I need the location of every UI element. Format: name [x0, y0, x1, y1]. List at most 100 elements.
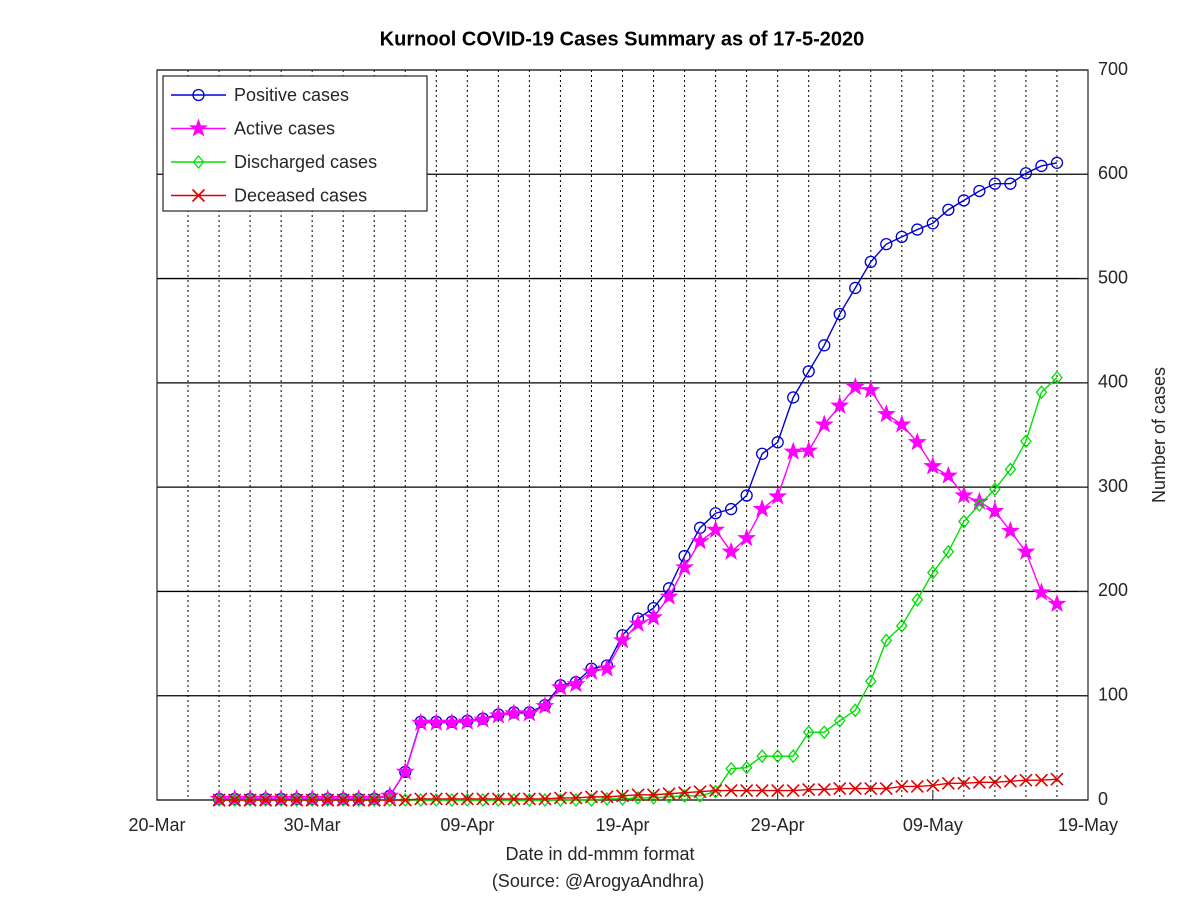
marker	[290, 793, 304, 807]
marker	[756, 447, 769, 460]
y-tick-label: 500	[1098, 267, 1128, 287]
x-tick-label: 09-Apr	[440, 815, 494, 835]
marker	[768, 486, 788, 505]
marker	[244, 792, 256, 808]
marker	[973, 184, 986, 198]
marker	[849, 281, 862, 295]
legend-label: Deceased cases	[234, 185, 367, 205]
marker	[612, 630, 633, 649]
marker	[817, 783, 831, 797]
marker	[973, 497, 986, 512]
marker	[321, 792, 334, 808]
marker	[550, 677, 570, 696]
marker	[911, 223, 924, 236]
marker	[473, 709, 493, 728]
marker	[352, 792, 365, 808]
marker	[615, 789, 630, 803]
legend-label: Positive cases	[234, 85, 349, 105]
legend-marker	[191, 188, 206, 203]
marker	[876, 404, 896, 423]
y-tick-label: 300	[1098, 476, 1128, 496]
marker	[818, 339, 831, 352]
legend-label: Active cases	[234, 118, 335, 138]
marker	[508, 792, 520, 808]
marker	[814, 414, 834, 433]
marker	[259, 793, 273, 807]
marker	[274, 793, 288, 807]
marker	[678, 788, 691, 803]
marker	[457, 711, 477, 730]
marker	[663, 789, 675, 804]
marker	[333, 789, 353, 807]
marker	[989, 482, 1001, 497]
marker	[957, 194, 971, 207]
marker	[910, 779, 924, 794]
marker	[337, 792, 350, 808]
marker	[833, 307, 846, 321]
marker	[802, 365, 815, 378]
marker	[756, 749, 768, 764]
marker	[771, 784, 785, 798]
marker	[864, 781, 878, 796]
marker	[1050, 772, 1064, 786]
marker	[926, 217, 939, 230]
marker	[1019, 773, 1033, 787]
marker	[895, 230, 908, 244]
marker	[1003, 774, 1017, 788]
marker	[694, 788, 706, 803]
marker	[336, 793, 350, 807]
marker	[426, 712, 446, 731]
marker	[569, 791, 583, 805]
marker	[911, 592, 924, 607]
marker	[256, 789, 276, 807]
marker	[538, 792, 552, 806]
marker	[942, 544, 955, 559]
marker	[864, 255, 877, 269]
marker	[566, 674, 586, 693]
marker	[1050, 156, 1064, 169]
y-tick-label: 0	[1098, 789, 1108, 809]
marker	[787, 391, 800, 404]
marker	[430, 792, 443, 808]
marker	[845, 376, 865, 396]
marker	[628, 613, 648, 632]
marker	[383, 792, 396, 808]
marker	[522, 792, 536, 806]
marker	[938, 465, 958, 484]
marker	[582, 661, 601, 680]
marker	[535, 696, 555, 715]
marker	[895, 779, 909, 794]
marker	[519, 703, 539, 722]
marker	[631, 788, 645, 802]
marker	[1000, 520, 1020, 540]
marker	[644, 607, 663, 626]
marker	[368, 792, 381, 808]
marker	[942, 203, 955, 216]
marker	[445, 792, 459, 806]
marker	[957, 776, 971, 790]
marker	[364, 788, 384, 807]
marker	[954, 485, 974, 504]
x-tick-label: 09-May	[903, 815, 963, 835]
marker	[271, 788, 291, 807]
marker	[799, 440, 819, 459]
marker	[755, 784, 769, 798]
marker	[740, 760, 753, 775]
marker	[693, 785, 707, 799]
marker	[972, 775, 986, 789]
marker	[849, 703, 862, 718]
marker	[395, 761, 415, 780]
marker	[1031, 582, 1051, 601]
legend-box	[162, 75, 428, 212]
marker	[383, 793, 397, 807]
marker	[209, 788, 229, 807]
marker	[802, 783, 816, 797]
marker	[305, 793, 319, 807]
marker	[287, 788, 307, 807]
marker	[725, 761, 737, 776]
marker	[709, 507, 722, 520]
marker	[941, 776, 955, 790]
plot-frame	[156, 69, 1089, 801]
